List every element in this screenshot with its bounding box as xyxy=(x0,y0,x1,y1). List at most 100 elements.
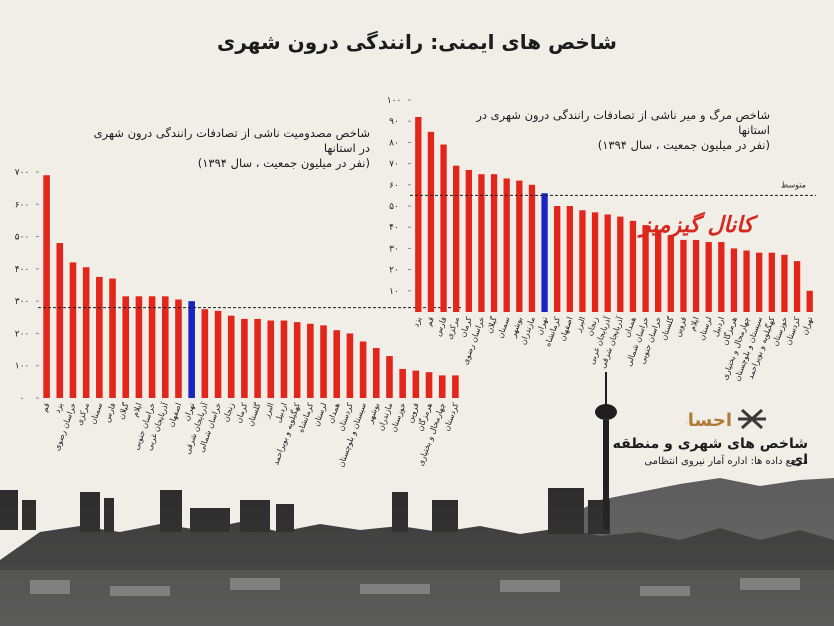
death-chart-header: شاخص مرگ و میر ناشی از تصادفات رانندگی د… xyxy=(460,108,770,153)
x-tick-label: تهران xyxy=(800,316,815,336)
bar xyxy=(768,252,775,312)
bar xyxy=(453,165,460,312)
bar xyxy=(465,169,472,312)
y-tick-label: ۴۰ xyxy=(389,223,399,233)
x-tick-label: فارس xyxy=(102,401,117,423)
bar xyxy=(554,206,561,312)
bar xyxy=(267,320,275,398)
x-tick-label: قم xyxy=(424,315,436,327)
bar xyxy=(214,310,222,398)
bar xyxy=(528,184,536,312)
x-tick-label: البرز xyxy=(262,402,276,420)
bar xyxy=(241,318,248,398)
x-tick-label: ایلام xyxy=(688,316,701,332)
injury-chart-header: شاخص مصدومیت ناشی از تصادفات رانندگی درو… xyxy=(80,126,370,171)
watermark-text: کانال گیزمیز xyxy=(640,212,754,238)
x-tick-label: چهارمحال و بختیاری xyxy=(416,402,447,467)
bar xyxy=(566,206,573,312)
bar xyxy=(372,347,380,398)
bar xyxy=(69,262,77,398)
x-tick-label: یزد xyxy=(53,402,65,415)
x-tick-label: قم xyxy=(40,401,52,413)
x-tick-label: یزد xyxy=(411,316,423,329)
bar xyxy=(756,252,763,312)
bar xyxy=(201,309,209,398)
bar xyxy=(743,250,750,312)
bar xyxy=(96,276,103,398)
bar xyxy=(516,180,523,312)
bar-highlight xyxy=(188,301,195,398)
y-tick-label: ۶۰ xyxy=(389,181,399,191)
bar xyxy=(692,239,700,312)
bar xyxy=(280,320,288,398)
y-tick-label: ۸۰ xyxy=(389,138,399,148)
y-tick-label: ۳۰ xyxy=(389,244,399,254)
y-tick-label: ۱۰۰ xyxy=(387,96,402,106)
injury-chart-title: شاخص مصدومیت ناشی از تصادفات رانندگی درو… xyxy=(93,126,370,155)
bar xyxy=(579,210,586,312)
x-tick-label: گیلان xyxy=(115,401,130,420)
page-title: شاخص های ایمنی: رانندگی درون شهری xyxy=(217,30,617,54)
bar xyxy=(718,242,725,312)
y-tick-label: ۵۰ xyxy=(389,202,399,212)
y-tick-label: ۱۰۰ xyxy=(15,362,30,372)
bar xyxy=(227,315,235,398)
bar xyxy=(161,296,169,398)
bar xyxy=(43,175,50,398)
bar xyxy=(254,318,261,398)
bar xyxy=(705,242,712,312)
bar xyxy=(82,267,90,398)
bar xyxy=(56,243,64,398)
bar xyxy=(591,212,599,312)
bar xyxy=(122,296,130,398)
bar-highlight xyxy=(541,193,548,312)
y-tick-label: ۷۰۰ xyxy=(15,168,30,178)
bar xyxy=(386,356,393,398)
bar xyxy=(452,375,459,398)
bar xyxy=(806,290,813,312)
bar xyxy=(425,372,433,398)
y-tick-label: ۹۰ xyxy=(389,117,399,127)
bar xyxy=(440,144,447,312)
bar xyxy=(320,325,327,398)
bar xyxy=(503,178,510,312)
brand-source: مرجع داده ها: اداره آمار نیروی انتظامی xyxy=(644,456,808,467)
brand-logo-icon: احسان xyxy=(686,408,766,431)
bar xyxy=(346,333,354,398)
bar xyxy=(175,299,182,398)
bar xyxy=(793,261,801,312)
bar xyxy=(680,239,687,312)
y-tick-label: ۲۰۰ xyxy=(15,329,30,339)
bar xyxy=(629,220,637,312)
bar xyxy=(427,131,435,312)
bar xyxy=(135,296,143,398)
bar xyxy=(781,254,788,312)
bar xyxy=(109,278,116,398)
y-tick-label: ۱۰ xyxy=(389,287,399,297)
y-tick-label: ۰ xyxy=(20,394,25,404)
x-tick-label: ایلام xyxy=(130,402,143,418)
bar xyxy=(399,368,406,398)
bar xyxy=(415,116,422,313)
bar xyxy=(359,341,367,398)
y-tick-label: ۳۰۰ xyxy=(15,297,30,307)
bar xyxy=(412,370,420,398)
death-chart-subtitle: (نفر در میلیون جمعیت ، سال ۱۳۹۴) xyxy=(597,138,770,152)
death-chart-title: شاخص مرگ و میر ناشی از تصادفات رانندگی د… xyxy=(476,108,770,137)
y-tick-label: ۲۰ xyxy=(389,266,399,276)
bar xyxy=(617,216,624,312)
bar xyxy=(490,174,498,312)
bar xyxy=(438,375,446,398)
bar xyxy=(333,330,341,398)
y-tick-label: ۵۰۰ xyxy=(15,233,30,243)
average-label: متوسط xyxy=(781,180,806,189)
bar xyxy=(478,174,485,312)
y-tick-label: ۴۰۰ xyxy=(15,265,30,275)
injury-chart-subtitle: (نفر در میلیون جمعیت ، سال ۱۳۹۴) xyxy=(197,156,370,170)
bar xyxy=(293,322,301,398)
bar xyxy=(604,214,611,312)
y-tick-label: ۶۰۰ xyxy=(15,200,30,210)
logo-lettering: احسان xyxy=(686,410,732,431)
